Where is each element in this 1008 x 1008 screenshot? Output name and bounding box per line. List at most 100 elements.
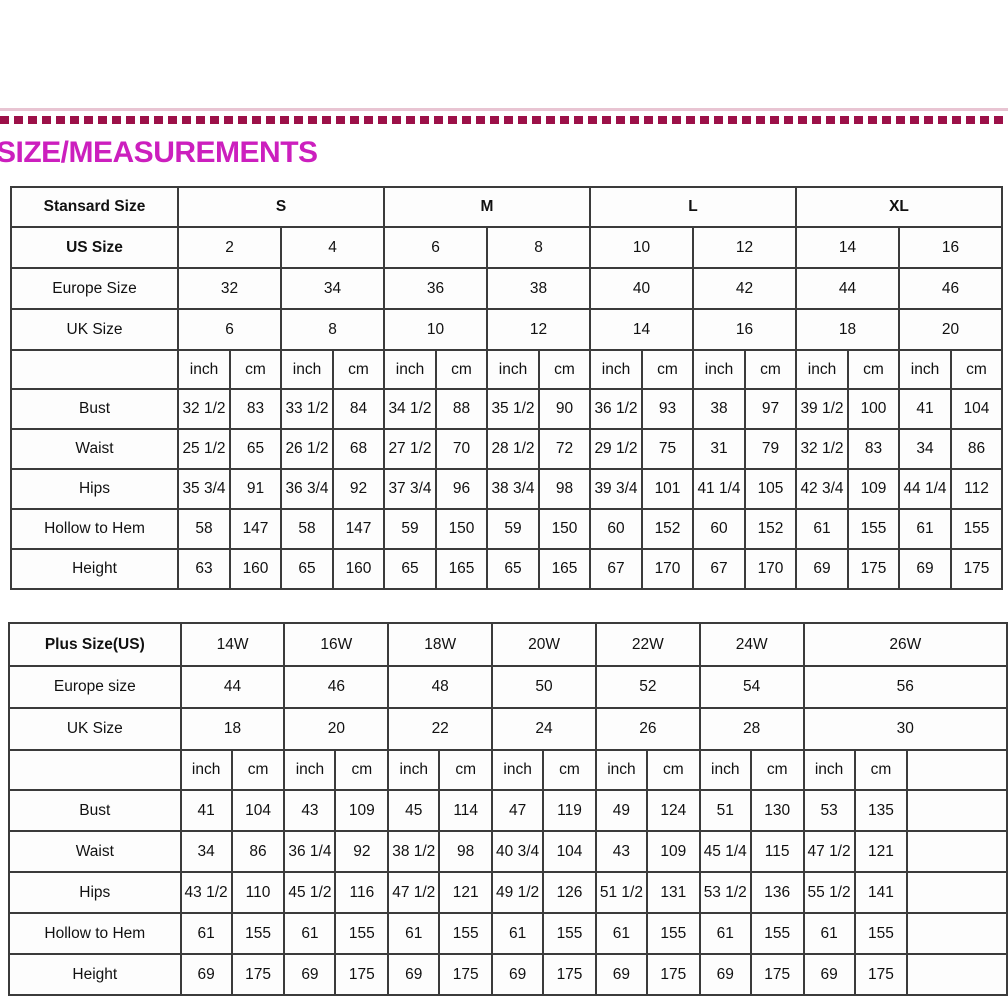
plus-europe-cell: 50	[491, 665, 597, 709]
unit-inch: inch	[280, 349, 334, 390]
height-inch: 67	[589, 548, 643, 590]
row-label-hips: Hips	[10, 468, 179, 510]
plus-hollow-inch: 61	[491, 912, 545, 955]
waist-cm: 79	[744, 428, 797, 470]
plus-hollow-cm: 155	[749, 912, 805, 955]
unit-inch: inch	[589, 349, 643, 390]
table-row-us-size: US Size 2 4 6 8 10 12 14 16	[10, 226, 1003, 269]
waist-inch: 28 1/2	[486, 428, 540, 470]
plus-waist-inch: 38 1/2	[387, 830, 441, 873]
hips-inch: 44 1/4	[898, 468, 952, 510]
page-title: SIZE/MEASUREMENTS	[0, 136, 318, 169]
plus-height-inch: 69	[387, 953, 441, 996]
waist-cm: 75	[641, 428, 694, 470]
plus-waist-cm: 104	[542, 830, 597, 873]
bust-cm: 83	[229, 388, 282, 430]
europe-size-cell: 42	[692, 267, 797, 310]
uk-size-cell: 8	[280, 308, 385, 351]
us-size-cell: 10	[589, 226, 694, 269]
table-row-waist: Waist 25 1/2 65 26 1/2 68 27 1/2 70 28 1…	[10, 428, 1003, 470]
uk-size-cell: 10	[383, 308, 488, 351]
plus-bust-cm: 104	[230, 789, 286, 832]
plus-hips-inch: 43 1/2	[179, 871, 233, 914]
plus-europe-cell: 52	[594, 665, 701, 709]
waist-cm: 83	[847, 428, 900, 470]
hips-inch: 36 3/4	[280, 468, 334, 510]
row-label-plus-units	[8, 749, 182, 791]
row-label-plus-size: Plus Size(US)	[8, 622, 182, 667]
unit-cm: cm	[332, 349, 385, 390]
plus-bust-inch: 49	[594, 789, 648, 832]
hips-cm: 92	[332, 468, 385, 510]
unit-cm: cm	[230, 749, 286, 791]
us-size-cell: 4	[280, 226, 385, 269]
row-label-height: Height	[10, 548, 179, 590]
plus-hollow-cm: 155	[230, 912, 286, 955]
plus-height-cm: 175	[749, 953, 805, 996]
plus-europe-cell: 48	[387, 665, 494, 709]
unit-cm: cm	[438, 749, 494, 791]
height-inch: 69	[795, 548, 849, 590]
europe-size-cell: 44	[795, 267, 900, 310]
bust-inch: 35 1/2	[486, 388, 540, 430]
hips-inch: 37 3/4	[383, 468, 437, 510]
height-cm: 160	[332, 548, 385, 590]
bust-cm: 93	[641, 388, 694, 430]
plus-hollow-inch: 61	[594, 912, 648, 955]
hollow-cm: 152	[641, 508, 694, 550]
plus-filler-cell	[906, 789, 1008, 832]
waist-inch: 29 1/2	[589, 428, 643, 470]
table-row-bust: Bust 32 1/2 83 33 1/2 84 34 1/2 88 35 1/…	[10, 388, 1003, 430]
hollow-cm: 152	[744, 508, 797, 550]
plus-uk-cell: 20	[283, 707, 390, 751]
unit-inch: inch	[491, 749, 545, 791]
bust-cm: 88	[435, 388, 488, 430]
row-label-plus-waist: Waist	[8, 830, 182, 873]
plus-height-inch: 69	[491, 953, 545, 996]
bust-cm: 97	[744, 388, 797, 430]
row-label-plus-europe-size: Europe size	[8, 665, 182, 709]
plus-filler-cell	[906, 871, 1008, 914]
height-inch: 65	[280, 548, 334, 590]
table-row-uk-size: UK Size 6 8 10 12 14 16 18 20	[10, 308, 1003, 351]
waist-inch: 31	[692, 428, 746, 470]
header-decoration	[0, 108, 1008, 130]
plus-hips-cm: 141	[853, 871, 909, 914]
height-inch: 69	[898, 548, 952, 590]
bust-inch: 34 1/2	[383, 388, 437, 430]
us-size-cell: 2	[177, 226, 282, 269]
height-cm: 170	[641, 548, 694, 590]
plus-hips-inch: 49 1/2	[491, 871, 545, 914]
plus-bust-inch: 45	[387, 789, 441, 832]
row-label-plus-hips: Hips	[8, 871, 182, 914]
plus-waist-cm: 115	[749, 830, 805, 873]
plus-waist-cm: 92	[334, 830, 390, 873]
unit-cm: cm	[542, 749, 597, 791]
plus-height-inch: 69	[698, 953, 752, 996]
bust-inch: 38	[692, 388, 746, 430]
unit-cm: cm	[645, 749, 701, 791]
table-row-standard-size: Stansard Size S M L XL	[10, 186, 1003, 228]
uk-size-cell: 20	[898, 308, 1003, 351]
plus-waist-inch: 36 1/4	[283, 830, 337, 873]
plus-height-cm: 175	[542, 953, 597, 996]
unit-cm: cm	[641, 349, 694, 390]
waist-cm: 72	[538, 428, 591, 470]
table-row-hollow-to-hem: Hollow to Hem 58 147 58 147 59 150 59 15…	[10, 508, 1003, 550]
hollow-cm: 150	[538, 508, 591, 550]
plus-europe-cell: 46	[283, 665, 390, 709]
row-label-waist: Waist	[10, 428, 179, 470]
europe-size-cell: 34	[280, 267, 385, 310]
waist-cm: 65	[229, 428, 282, 470]
hollow-cm: 155	[847, 508, 900, 550]
plus-uk-cell: 28	[698, 707, 805, 751]
table-row-plus-height: Height 69 175 69 175 69 175 69 175 69 17…	[8, 953, 1008, 996]
faint-rule	[0, 108, 1008, 111]
unit-inch: inch	[802, 749, 856, 791]
size-group-s: S	[177, 186, 385, 228]
plus-bust-inch: 51	[698, 789, 752, 832]
bust-cm: 84	[332, 388, 385, 430]
unit-inch: inch	[383, 349, 437, 390]
us-size-cell: 6	[383, 226, 488, 269]
plus-bust-cm: 130	[749, 789, 805, 832]
